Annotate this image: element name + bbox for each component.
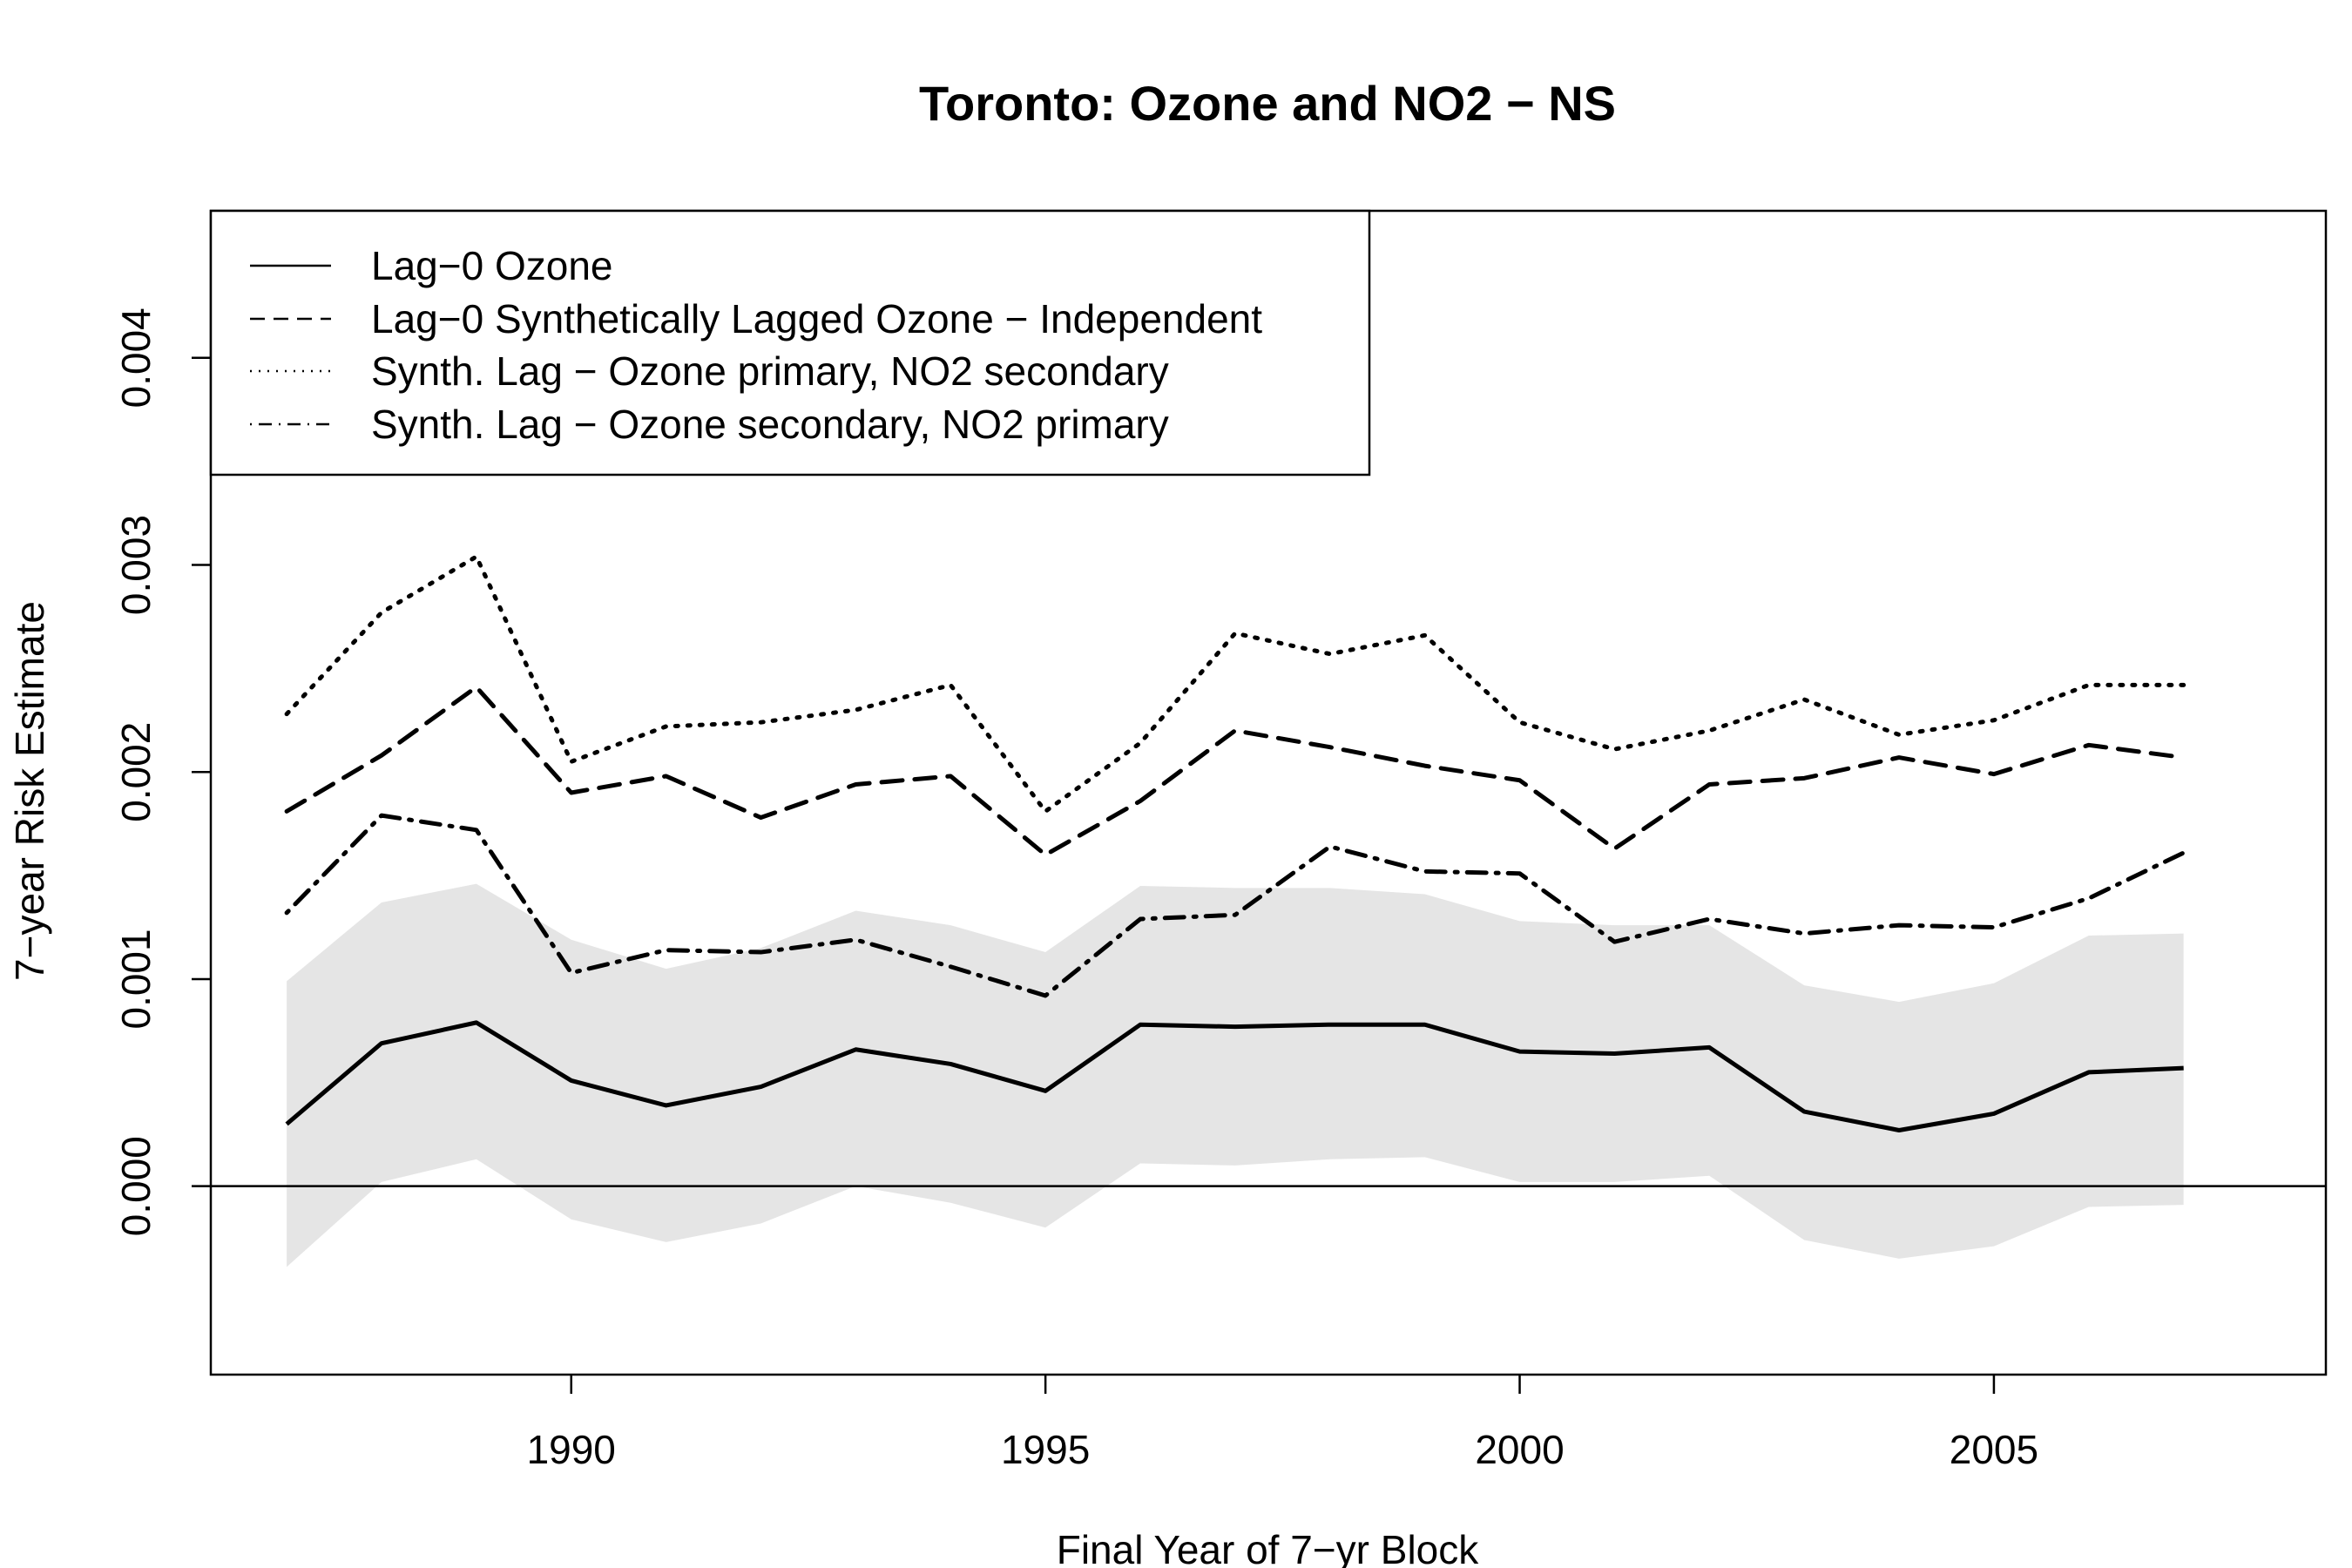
series-line-4: [284, 813, 2186, 998]
x-axis: 1990 1995 2000 2005: [527, 1375, 2038, 1472]
series-layer: [284, 554, 2186, 1132]
legend-label-4: Synth. Lag − Ozone secondary, NO2 primar…: [371, 402, 1169, 447]
legend-label-3: Synth. Lag − Ozone primary, NO2 secondar…: [371, 348, 1169, 394]
legend-label-1: Lag−0 Ozone: [371, 243, 613, 288]
legend-box: [209, 209, 1371, 476]
y-tick-label: 0.000: [113, 1136, 159, 1236]
series-line-3: [284, 554, 2186, 814]
x-axis-label: Final Year of 7−yr Block: [1057, 1527, 1480, 1568]
legend-label-2: Lag−0 Synthetically Lagged Ozone − Indep…: [371, 296, 1262, 341]
y-tick-label: 0.004: [113, 308, 159, 408]
x-tick-label: 2000: [1475, 1427, 1564, 1472]
x-tick-label: 1995: [1001, 1427, 1090, 1472]
confidence-band: [287, 883, 2184, 1267]
x-tick-label: 2005: [1950, 1427, 2038, 1472]
chart-title: Toronto: Ozone and NO2 − NS: [919, 76, 1616, 131]
y-axis-label: 7−year Risk Estimate: [7, 601, 52, 981]
series-line-2: [284, 685, 2186, 857]
y-tick-label: 0.001: [113, 929, 159, 1029]
y-axis: 0.000 0.001 0.002 0.003 0.004: [113, 308, 211, 1236]
series-line-1: [285, 1020, 2184, 1132]
y-tick-label: 0.002: [113, 722, 159, 822]
x-tick-label: 1990: [527, 1427, 616, 1472]
confidence-band-layer: [287, 883, 2184, 1267]
y-tick-label: 0.003: [113, 515, 159, 615]
legend: Lag−0 Ozone Lag−0 Synthetically Lagged Oz…: [209, 209, 1371, 476]
